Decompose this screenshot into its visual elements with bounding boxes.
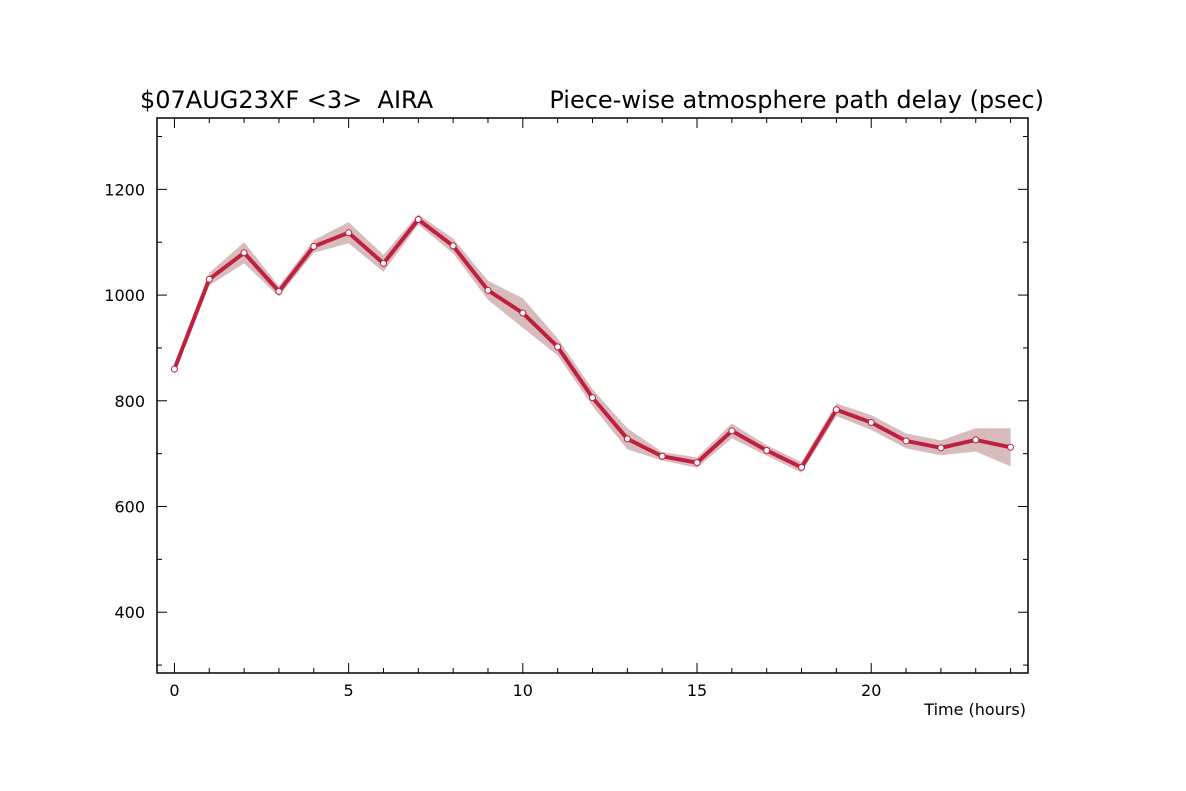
x-tick-label: 20 — [861, 681, 881, 700]
data-point — [240, 249, 248, 257]
x-tick-label: 15 — [687, 681, 707, 700]
data-point — [449, 242, 457, 250]
error-band-layer — [174, 214, 1011, 473]
data-point — [554, 343, 562, 351]
data-point — [972, 436, 980, 444]
x-tick-label: 0 — [169, 681, 179, 700]
data-point — [832, 406, 840, 414]
data-point — [693, 459, 701, 467]
data-point — [205, 275, 213, 283]
y-tick-label: 1200 — [104, 180, 145, 199]
data-point — [728, 427, 736, 435]
tick-labels: 0 5 10 15 20 400 600 800 1000 1200 — [104, 180, 881, 700]
x-tick-label: 10 — [513, 681, 533, 700]
series-line — [172, 217, 1011, 470]
y-tick-label: 800 — [114, 392, 145, 411]
axis-ticks — [157, 118, 1028, 673]
data-point — [763, 446, 771, 454]
x-tick-label: 5 — [344, 681, 354, 700]
data-point — [937, 444, 945, 452]
data-point — [414, 215, 422, 223]
data-point — [310, 242, 318, 250]
data-point — [519, 309, 527, 317]
y-tick-label: 1000 — [104, 286, 145, 305]
y-tick-label: 600 — [114, 498, 145, 517]
series-line-layer — [172, 217, 1011, 470]
data-point — [902, 437, 910, 445]
data-point — [484, 286, 492, 294]
y-tick-label: 400 — [114, 603, 145, 622]
x-axis-label: Time (hours) — [923, 700, 1026, 719]
data-point — [379, 259, 387, 267]
marker-layer — [170, 215, 1015, 471]
data-point — [867, 418, 875, 426]
chart-left-title: $07AUG23XF <3> AIRA — [140, 86, 434, 114]
error-band — [174, 214, 1011, 473]
data-point — [275, 287, 283, 295]
data-point — [798, 463, 806, 471]
data-point — [170, 365, 178, 373]
data-point — [623, 435, 631, 443]
data-point — [658, 452, 666, 460]
plot-frame — [156, 117, 1029, 674]
data-point — [1007, 443, 1015, 451]
data-point — [345, 229, 353, 237]
chart-title: Piece-wise atmosphere path delay (psec) — [549, 86, 1044, 114]
data-point — [589, 394, 596, 402]
